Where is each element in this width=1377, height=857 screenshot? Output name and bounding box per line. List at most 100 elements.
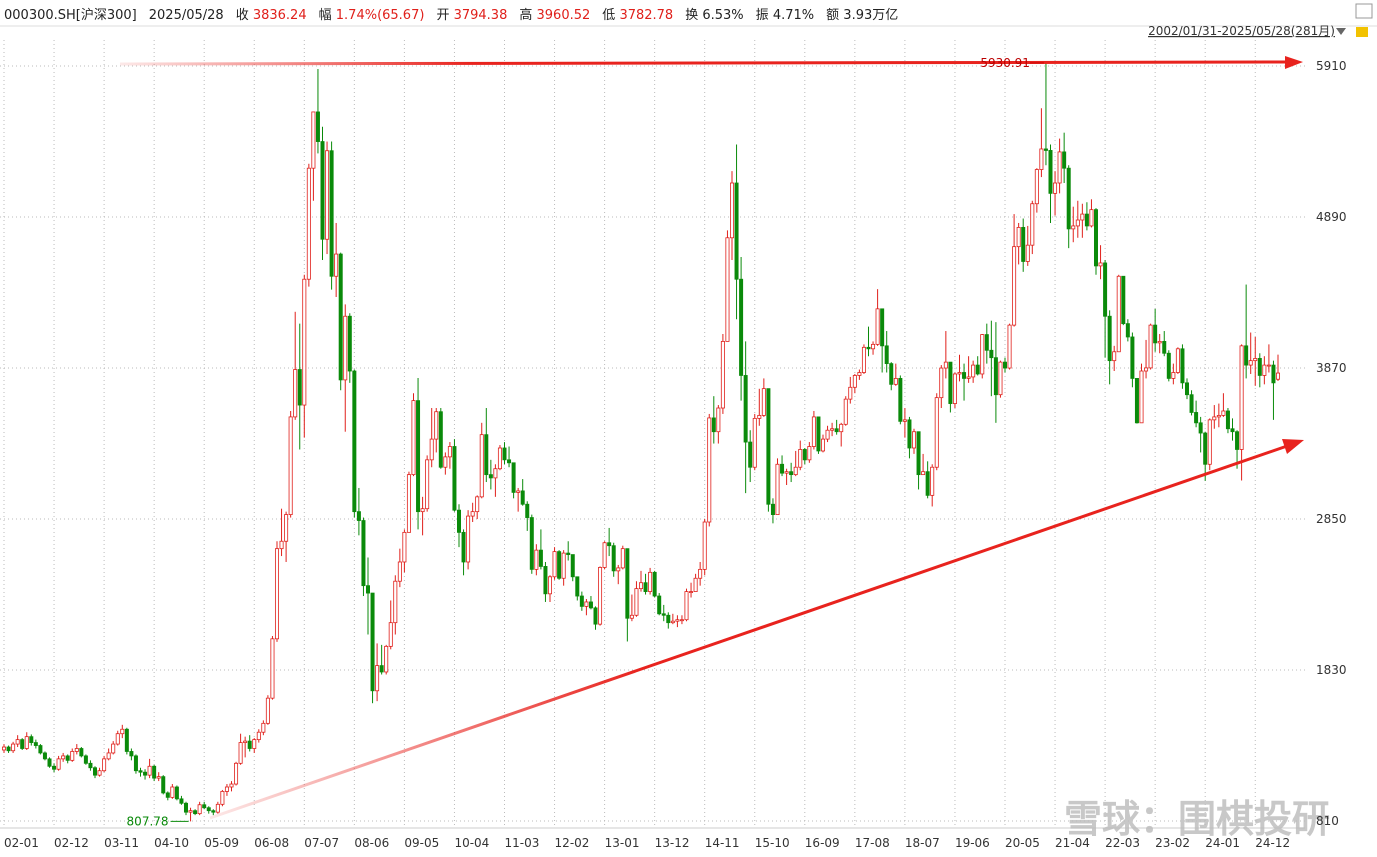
quote-value: 4.71%: [772, 8, 815, 23]
candle-body: [1080, 213, 1085, 221]
candle-body: [584, 601, 589, 607]
candle-body: [861, 346, 866, 373]
candle-body: [652, 571, 657, 597]
candle-body: [543, 566, 548, 595]
x-tick-label: 12-02: [555, 836, 590, 850]
quote-value: 3782.78: [619, 8, 674, 23]
candle-body: [634, 588, 639, 616]
candle-body: [1262, 364, 1267, 376]
candle-body: [220, 791, 225, 805]
candle-body: [948, 361, 953, 404]
candle-body: [488, 474, 493, 479]
candle-body: [857, 372, 862, 376]
candle-body: [1221, 410, 1226, 416]
lock-icon[interactable]: [1356, 27, 1368, 37]
candle-body: [1144, 367, 1149, 372]
candle-body: [1139, 370, 1144, 424]
candle-body: [575, 576, 580, 597]
quote-value: 3794.38: [453, 8, 508, 23]
x-tick-label: 17-08: [855, 836, 890, 850]
candle-body: [998, 361, 1003, 396]
candle-body: [966, 376, 971, 379]
candle-body: [752, 417, 757, 468]
candle-body: [379, 665, 384, 673]
x-tick-label: 02-01: [4, 836, 39, 850]
candle-body: [661, 613, 666, 616]
x-tick-label: 22-03: [1105, 836, 1140, 850]
candle-body: [579, 595, 584, 607]
candle-body: [1203, 432, 1208, 465]
candle-body: [388, 622, 393, 647]
x-tick-label: 14-11: [705, 836, 740, 850]
x-tick-label: 02-12: [54, 836, 89, 850]
candle-body: [902, 419, 907, 422]
candle-body: [1166, 352, 1171, 379]
candle-body: [1189, 394, 1194, 413]
candle-body: [361, 520, 366, 587]
candle-body: [625, 548, 630, 619]
candle-body: [666, 614, 671, 624]
candle-body: [507, 459, 512, 464]
quote-label: 换: [685, 8, 699, 23]
candle-body: [83, 755, 88, 764]
candle-body: [684, 591, 689, 621]
quote-label: 额: [826, 8, 840, 23]
candle-body: [1230, 428, 1235, 433]
candle-body: [202, 804, 207, 809]
candle-body: [347, 315, 352, 372]
quote-value: 3.93万亿: [843, 8, 899, 23]
y-tick-label: 810: [1316, 814, 1339, 828]
candle-body: [798, 449, 803, 468]
candle-body: [1053, 182, 1058, 194]
candle-body: [588, 601, 593, 609]
wp-icon[interactable]: [1355, 3, 1373, 19]
candle-body: [61, 755, 66, 760]
candle-body: [643, 582, 648, 592]
candle-body: [871, 343, 876, 350]
candle-body: [1048, 150, 1053, 194]
candle-body: [106, 752, 111, 760]
quote-label: 幅: [318, 8, 332, 23]
candle-body: [825, 429, 830, 440]
candle-body: [607, 542, 612, 547]
candle-body: [916, 431, 921, 476]
candle-body: [1198, 422, 1203, 434]
candle-body: [1148, 324, 1153, 369]
candle-body: [456, 509, 461, 533]
candle-body: [839, 423, 844, 433]
candle-body: [475, 496, 480, 513]
x-tick-label: 05-09: [204, 836, 239, 850]
candle-body: [884, 345, 889, 365]
candle-body: [925, 471, 930, 496]
candle-body: [821, 438, 826, 452]
candle-body: [183, 802, 188, 813]
candle-body: [156, 776, 161, 779]
candle-body: [1003, 361, 1008, 369]
candle-body: [529, 517, 534, 570]
quote-field: 换 6.53%: [685, 8, 743, 23]
candle-body: [493, 468, 498, 479]
y-tick-label: 5910: [1316, 59, 1347, 73]
candle-body: [193, 810, 198, 815]
candle-body: [47, 758, 52, 767]
candle-body: [365, 585, 370, 594]
candle-body: [429, 438, 434, 461]
quote-field: 振 4.71%: [756, 8, 814, 23]
candle-body: [447, 446, 452, 458]
quote-value: 3960.52: [536, 8, 591, 23]
candle-body: [256, 731, 261, 741]
candle-body: [343, 315, 348, 381]
candle-body: [434, 411, 439, 440]
candle-body: [971, 364, 976, 378]
candle-body: [1244, 345, 1249, 366]
x-tick-label: 13-12: [655, 836, 690, 850]
candle-body: [1153, 324, 1158, 344]
candle-body: [1084, 213, 1089, 227]
date-range[interactable]: 2002/01/31-2025/05/28(281月): [1148, 24, 1335, 38]
candle-body: [943, 361, 948, 369]
candle-body: [1116, 275, 1121, 353]
dropdown-icon[interactable]: [1336, 28, 1346, 35]
candle-body: [657, 595, 662, 615]
candle-body: [29, 736, 34, 743]
